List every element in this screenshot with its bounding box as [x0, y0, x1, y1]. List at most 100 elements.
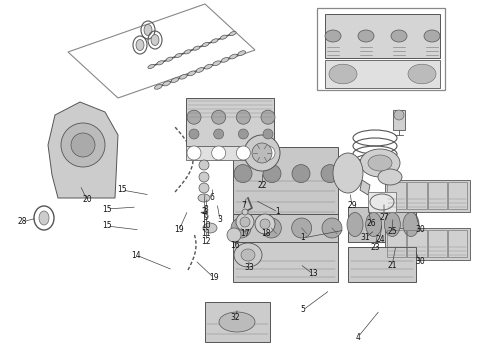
Ellipse shape — [199, 183, 209, 193]
Bar — [325, 14, 440, 58]
Ellipse shape — [71, 133, 95, 157]
Text: 5: 5 — [300, 306, 305, 315]
Ellipse shape — [321, 165, 339, 183]
Ellipse shape — [196, 68, 204, 72]
Ellipse shape — [263, 129, 273, 139]
Text: 22: 22 — [257, 181, 267, 190]
Ellipse shape — [212, 146, 226, 160]
Bar — [233, 147, 338, 217]
Polygon shape — [360, 180, 370, 195]
Ellipse shape — [403, 212, 419, 237]
Text: 29: 29 — [347, 202, 357, 211]
Text: 19: 19 — [209, 274, 219, 283]
Ellipse shape — [188, 71, 196, 76]
Text: 1: 1 — [275, 207, 280, 216]
Ellipse shape — [368, 155, 392, 171]
Text: 31: 31 — [360, 234, 370, 243]
Ellipse shape — [212, 110, 226, 124]
Bar — [385, 228, 470, 260]
Text: 9: 9 — [203, 213, 208, 222]
Ellipse shape — [261, 110, 275, 124]
Bar — [407, 230, 426, 257]
Text: 28: 28 — [17, 217, 27, 226]
Ellipse shape — [184, 50, 191, 54]
Text: 19: 19 — [174, 225, 184, 234]
Ellipse shape — [322, 218, 342, 238]
Ellipse shape — [166, 57, 172, 61]
Ellipse shape — [175, 53, 182, 58]
Ellipse shape — [238, 51, 245, 55]
Ellipse shape — [213, 61, 220, 66]
Text: 13: 13 — [308, 270, 318, 279]
Ellipse shape — [234, 165, 252, 183]
Ellipse shape — [252, 143, 272, 163]
Ellipse shape — [261, 146, 275, 160]
Ellipse shape — [236, 213, 254, 231]
Ellipse shape — [391, 30, 407, 42]
Text: 17: 17 — [240, 230, 250, 238]
Bar — [407, 182, 426, 209]
Ellipse shape — [255, 214, 275, 234]
Ellipse shape — [238, 129, 248, 139]
Ellipse shape — [171, 78, 179, 82]
Text: 23: 23 — [370, 243, 380, 252]
Ellipse shape — [394, 110, 404, 120]
Text: 10: 10 — [201, 220, 211, 230]
Ellipse shape — [189, 129, 199, 139]
Ellipse shape — [187, 146, 201, 160]
Ellipse shape — [157, 61, 164, 65]
Ellipse shape — [220, 35, 227, 39]
Bar — [387, 230, 406, 257]
Ellipse shape — [198, 194, 210, 202]
Text: 15: 15 — [117, 185, 127, 194]
Ellipse shape — [261, 218, 281, 238]
Text: 30: 30 — [415, 225, 425, 234]
Bar — [368, 192, 396, 212]
Ellipse shape — [263, 165, 281, 183]
Text: 33: 33 — [244, 262, 254, 271]
Text: 14: 14 — [131, 251, 141, 260]
Text: 27: 27 — [379, 212, 389, 221]
Ellipse shape — [202, 42, 209, 46]
Text: 24: 24 — [375, 234, 385, 243]
Bar — [448, 182, 467, 209]
Bar — [385, 180, 470, 212]
Text: 6: 6 — [210, 194, 215, 202]
Ellipse shape — [260, 219, 270, 229]
Text: 20: 20 — [82, 195, 92, 204]
Ellipse shape — [241, 249, 255, 261]
Ellipse shape — [329, 64, 357, 84]
Ellipse shape — [244, 135, 280, 171]
Text: 16: 16 — [230, 240, 240, 249]
Bar — [317, 8, 445, 90]
Ellipse shape — [366, 212, 382, 237]
Text: 7: 7 — [242, 202, 246, 211]
Bar — [325, 60, 440, 88]
Ellipse shape — [424, 30, 440, 42]
Ellipse shape — [61, 123, 105, 167]
Ellipse shape — [199, 172, 209, 182]
Bar — [427, 230, 447, 257]
Text: 21: 21 — [387, 261, 397, 270]
Bar — [348, 207, 416, 242]
Text: 3: 3 — [218, 216, 222, 225]
Polygon shape — [48, 102, 118, 198]
Ellipse shape — [378, 169, 402, 185]
Bar — [348, 247, 416, 282]
Ellipse shape — [199, 160, 209, 170]
Ellipse shape — [292, 165, 310, 183]
Ellipse shape — [360, 149, 400, 177]
Ellipse shape — [325, 30, 341, 42]
Ellipse shape — [408, 64, 436, 84]
Ellipse shape — [144, 24, 152, 36]
Bar — [205, 302, 270, 342]
Bar — [233, 214, 338, 242]
Text: 8: 8 — [204, 206, 208, 215]
Ellipse shape — [234, 243, 262, 267]
Bar — [233, 242, 338, 282]
Bar — [387, 182, 406, 209]
Ellipse shape — [242, 209, 248, 215]
Bar — [186, 98, 274, 146]
Bar — [186, 146, 274, 160]
Ellipse shape — [211, 39, 218, 43]
